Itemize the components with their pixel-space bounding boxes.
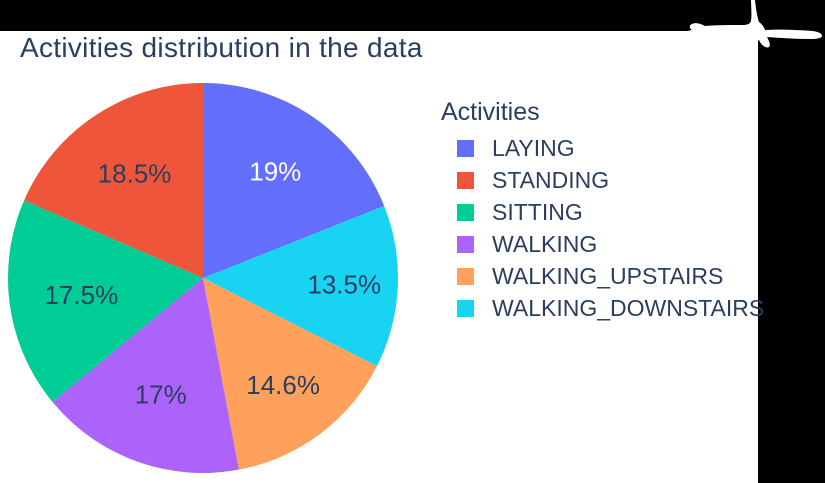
- pie-slice-walking[interactable]: [52, 278, 239, 474]
- pie-slice-standing[interactable]: [24, 83, 203, 278]
- pie-slice-walking_downstairs[interactable]: [203, 206, 399, 367]
- legend-swatch-sitting: [457, 203, 474, 221]
- legend-item-sitting[interactable]: SITTING: [457, 196, 764, 228]
- pie-slice-label-walking: 17%: [135, 379, 187, 409]
- pie-slice-laying[interactable]: [203, 83, 385, 278]
- legend-items: LAYING STANDING SITTING WALKING WALKING_…: [457, 132, 764, 324]
- pie-slice-label-walking_downstairs: 13.5%: [307, 269, 381, 299]
- white-scribble-artifact: [682, 0, 822, 48]
- pie-slice-label-standing: 18.5%: [98, 159, 172, 189]
- legend-swatch-walking-downstairs: [457, 299, 474, 317]
- legend-label: WALKING_UPSTAIRS: [492, 262, 724, 289]
- legend-label: LAYING: [492, 134, 575, 161]
- legend-item-walking-downstairs[interactable]: WALKING_DOWNSTAIRS: [457, 292, 764, 324]
- legend-swatch-laying: [457, 139, 474, 157]
- legend: Activities LAYING STANDING SITTING WALKI…: [441, 98, 764, 319]
- legend-item-walking[interactable]: WALKING: [457, 228, 764, 260]
- pie-slice-label-laying: 19%: [249, 157, 301, 187]
- legend-label: WALKING_DOWNSTAIRS: [492, 294, 765, 321]
- legend-swatch-standing: [457, 171, 474, 189]
- legend-item-standing[interactable]: STANDING: [457, 164, 764, 196]
- legend-label: SITTING: [492, 198, 583, 225]
- pie-slice-sitting[interactable]: [8, 200, 203, 402]
- legend-swatch-walking-upstairs: [457, 267, 474, 285]
- pie-chart: 19% 13.5% 14.6% 17% 17.5% 18.5%: [8, 83, 399, 474]
- pie-slice-walking_upstairs[interactable]: [203, 278, 377, 470]
- pie-slice-label-walking_upstairs: 14.6%: [246, 370, 320, 400]
- chart-title: Activities distribution in the data: [20, 32, 423, 63]
- pie-slice-label-sitting: 17.5%: [44, 280, 118, 310]
- legend-title: Activities: [441, 98, 540, 126]
- legend-swatch-walking: [457, 235, 474, 253]
- legend-item-laying[interactable]: LAYING: [457, 132, 764, 164]
- plot-area: Activities distribution in the data 19% 1…: [0, 31, 764, 483]
- legend-label: STANDING: [492, 166, 610, 193]
- legend-label: WALKING: [492, 230, 598, 257]
- legend-item-walking-upstairs[interactable]: WALKING_UPSTAIRS: [457, 260, 764, 292]
